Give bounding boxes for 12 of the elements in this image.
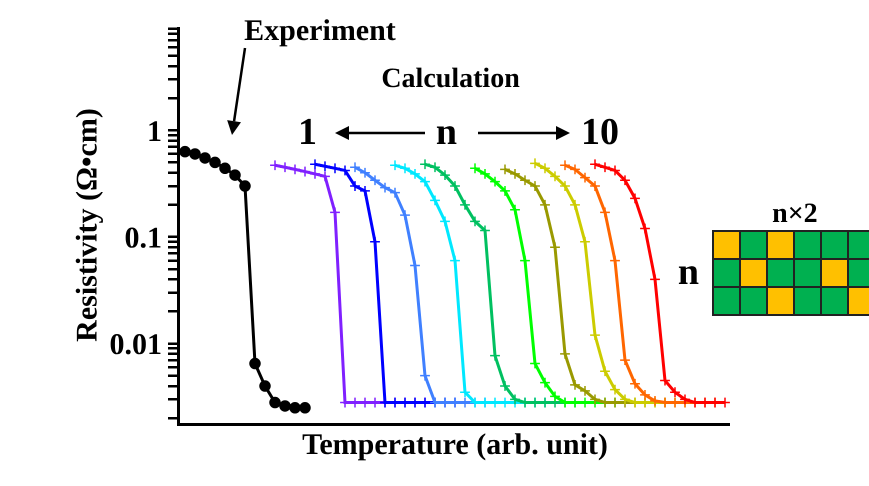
annotation: n [678, 251, 700, 293]
annotation: Calculation [381, 63, 520, 94]
text: n×2 [772, 198, 818, 229]
y-tick-label: 0.01 [110, 328, 162, 362]
y-tick-label: 0.1 [124, 221, 162, 254]
annotation: 1 [298, 111, 317, 153]
annotation: 10 [581, 111, 619, 153]
annotation: n [436, 111, 458, 153]
y-axis-title: Resistivity (Ω•cm) [70, 108, 104, 342]
annotation: Experiment [244, 14, 396, 47]
y-tick-label: 1 [147, 114, 162, 148]
x-axis-title: Temperature (arb. unit) [302, 428, 608, 461]
